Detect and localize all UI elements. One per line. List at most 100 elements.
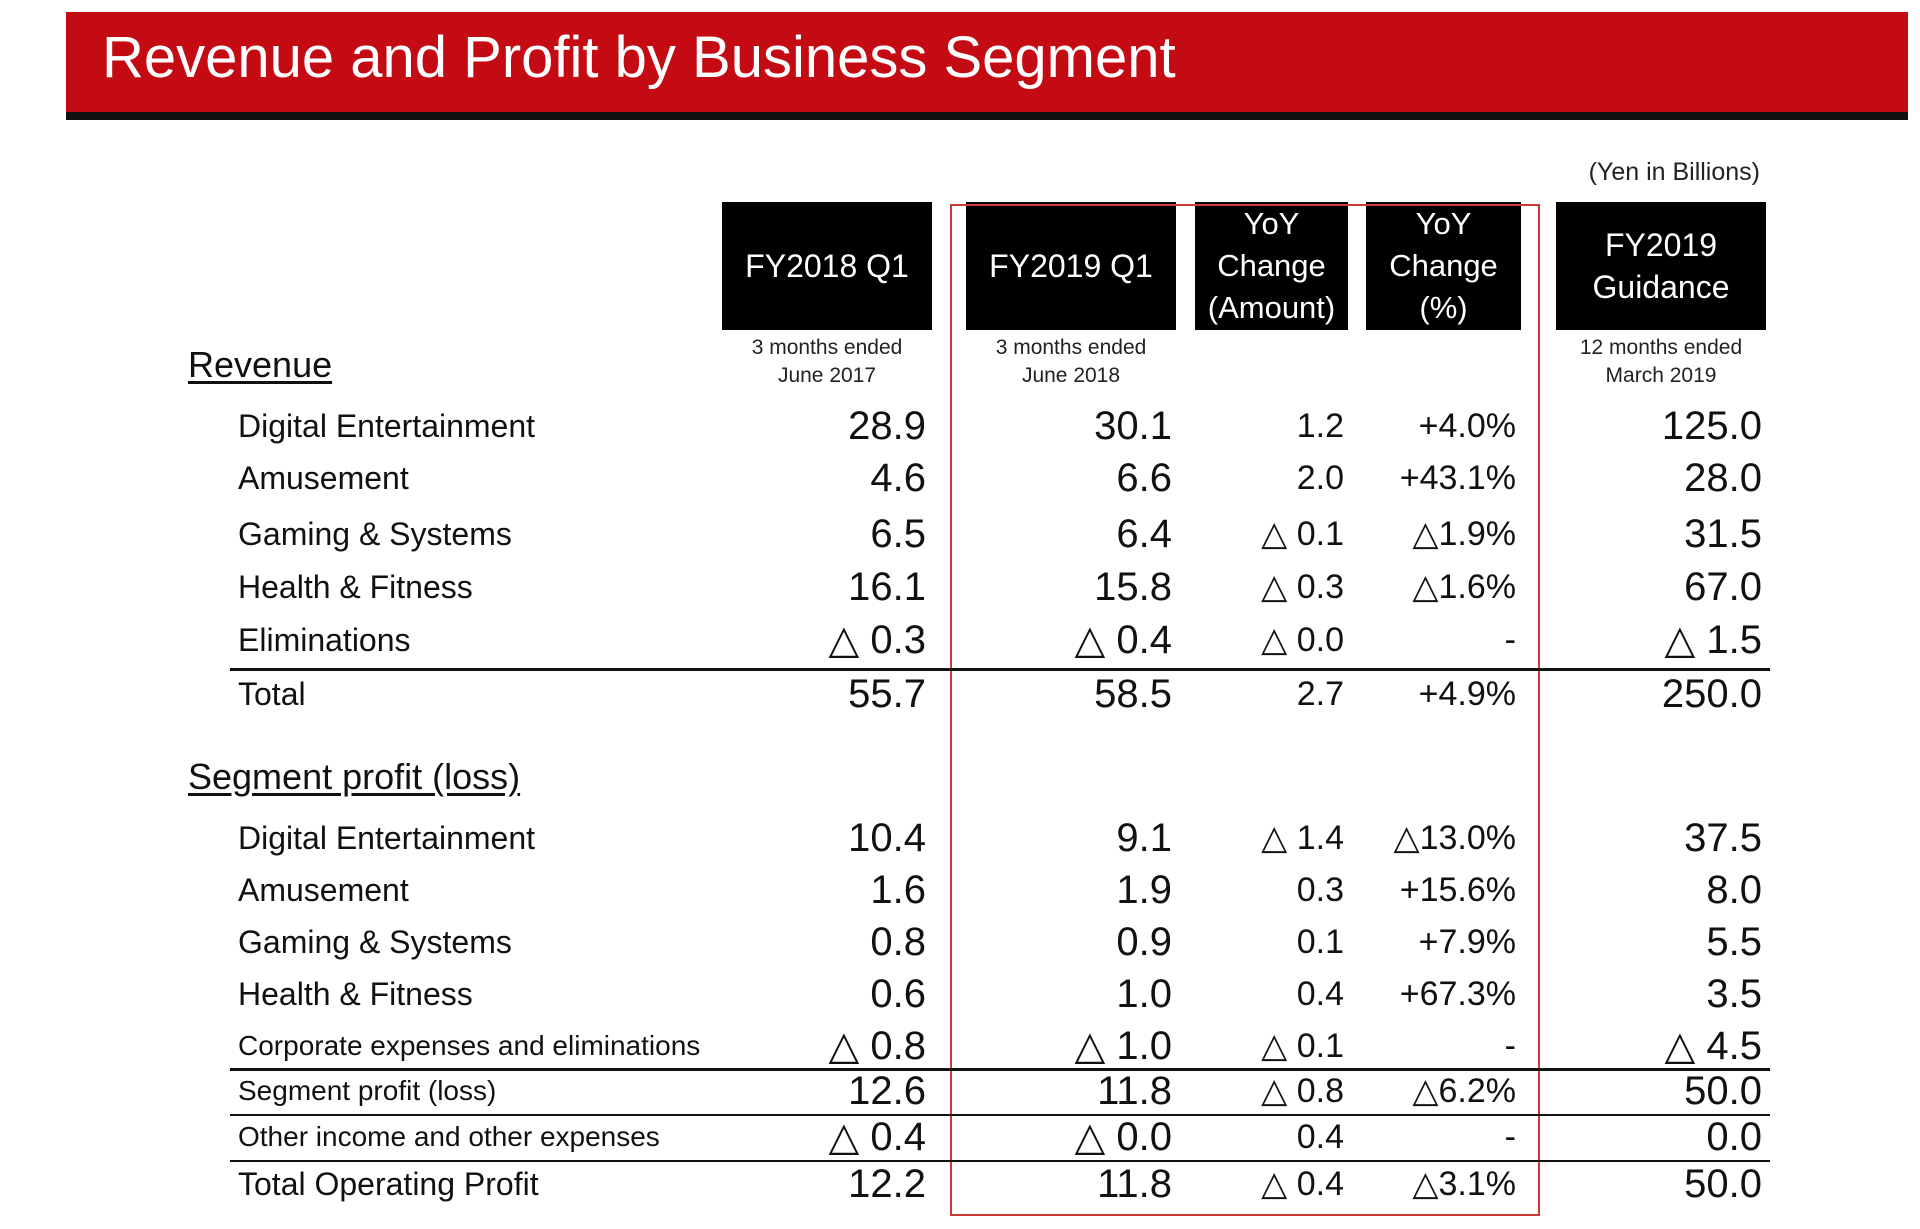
table-row: Health & Fitness 0.6 1.0 0.4 +67.3% 3.5 bbox=[0, 968, 1920, 1020]
table-row: Eliminations △ 0.3 △ 0.4 △ 0.0 - △ 1.5 bbox=[0, 614, 1920, 666]
cell-yoy-amount: 0.1 bbox=[1296, 923, 1344, 961]
column-sub-fy2019-q1: 3 months ended June 2018 bbox=[995, 336, 1147, 387]
cell-guidance: 67.0 bbox=[1684, 565, 1762, 609]
cell-yoy-amount: △ 1.4 bbox=[1261, 819, 1344, 857]
table-rule bbox=[230, 1160, 1770, 1162]
cell-yoy-pct: +7.9% bbox=[1418, 923, 1516, 961]
cell-fy2019-q1: 9.1 bbox=[1116, 816, 1172, 860]
cell-fy2018-q1: 4.6 bbox=[870, 456, 926, 500]
cell-fy2019-q1: △ 0.4 bbox=[1074, 618, 1172, 662]
row-label: Gaming & Systems bbox=[238, 924, 512, 960]
cell-yoy-pct: +43.1% bbox=[1399, 459, 1516, 497]
cell-yoy-amount: 1.2 bbox=[1296, 407, 1344, 445]
title-banner: Revenue and Profit by Business Segment bbox=[66, 12, 1908, 120]
cell-guidance: 28.0 bbox=[1684, 456, 1762, 500]
row-label: Digital Entertainment bbox=[238, 408, 536, 444]
cell-fy2019-q1: 11.8 bbox=[1097, 1162, 1172, 1206]
cell-yoy-pct: - bbox=[1504, 621, 1516, 659]
section-heading-segment-profit: Segment profit (loss) bbox=[188, 756, 521, 797]
column-sub-fy2018-q1: 3 months ended June 2017 bbox=[751, 336, 903, 387]
cell-fy2018-q1: 6.5 bbox=[870, 512, 926, 556]
cell-fy2018-q1: △ 0.3 bbox=[828, 618, 926, 662]
cell-yoy-pct: △1.6% bbox=[1412, 568, 1516, 606]
table-row: Gaming & Systems 6.5 6.4 △ 0.1 △1.9% 31.… bbox=[0, 508, 1920, 560]
cell-fy2019-q1: 11.8 bbox=[1097, 1069, 1172, 1113]
cell-yoy-amount: △ 0.3 bbox=[1261, 568, 1344, 606]
cell-yoy-amount: 0.4 bbox=[1296, 1118, 1344, 1156]
cell-yoy-amount: 2.0 bbox=[1296, 459, 1344, 497]
cell-fy2019-q1: 1.9 bbox=[1116, 868, 1172, 912]
cell-yoy-amount: 0.3 bbox=[1296, 871, 1344, 909]
cell-yoy-pct: - bbox=[1504, 1118, 1516, 1156]
cell-guidance: 37.5 bbox=[1684, 816, 1762, 860]
table-row: Segment profit (loss) 12.6 11.8 △ 0.8 △6… bbox=[0, 1068, 1920, 1114]
column-header-yoy-amount: YoY Change (Amount) bbox=[1195, 202, 1348, 330]
row-label: Total bbox=[238, 676, 306, 712]
row-label: Gaming & Systems bbox=[238, 516, 512, 552]
cell-fy2018-q1: 12.2 bbox=[848, 1162, 926, 1206]
table-row: Corporate expenses and eliminations △ 0.… bbox=[0, 1020, 1920, 1072]
table-rule bbox=[230, 1068, 1770, 1071]
table-rule bbox=[230, 668, 1770, 671]
cell-yoy-pct: +4.0% bbox=[1418, 407, 1516, 445]
row-label: Health & Fitness bbox=[238, 569, 473, 605]
row-label: Health & Fitness bbox=[238, 976, 473, 1012]
cell-fy2018-q1: △ 0.4 bbox=[828, 1115, 926, 1159]
unit-note: (Yen in Billions) bbox=[1588, 158, 1760, 186]
cell-yoy-pct: +4.9% bbox=[1418, 675, 1516, 713]
row-label: Other income and other expenses bbox=[238, 1121, 660, 1152]
cell-guidance: △ 1.5 bbox=[1664, 618, 1762, 662]
cell-yoy-amount: 2.7 bbox=[1296, 675, 1344, 713]
cell-fy2019-q1: 58.5 bbox=[1094, 672, 1172, 716]
cell-yoy-pct: +67.3% bbox=[1399, 975, 1516, 1013]
cell-yoy-amount: 0.4 bbox=[1296, 975, 1344, 1013]
table-row: Health & Fitness 16.1 15.8 △ 0.3 △1.6% 6… bbox=[0, 561, 1920, 613]
cell-fy2018-q1: 12.6 bbox=[848, 1069, 926, 1113]
column-header-fy2019-guidance: FY2019 Guidance bbox=[1556, 202, 1766, 330]
cell-guidance: △ 4.5 bbox=[1664, 1024, 1762, 1068]
row-label: Digital Entertainment bbox=[238, 820, 536, 856]
cell-fy2019-q1: 30.1 bbox=[1094, 404, 1172, 448]
row-label: Segment profit (loss) bbox=[238, 1075, 497, 1106]
table-row: Other income and other expenses △ 0.4 △ … bbox=[0, 1114, 1920, 1160]
cell-guidance: 50.0 bbox=[1684, 1162, 1762, 1206]
cell-fy2019-q1: 15.8 bbox=[1094, 565, 1172, 609]
row-label: Corporate expenses and eliminations bbox=[238, 1030, 701, 1061]
cell-yoy-amount: △ 0.1 bbox=[1261, 1027, 1344, 1065]
cell-yoy-amount: △ 0.8 bbox=[1261, 1072, 1344, 1110]
cell-fy2019-q1: 0.9 bbox=[1116, 920, 1172, 964]
column-header-yoy-pct: YoY Change (%) bbox=[1366, 202, 1521, 330]
row-label: Total Operating Profit bbox=[238, 1166, 539, 1202]
cell-guidance: 31.5 bbox=[1684, 512, 1762, 556]
row-label: Eliminations bbox=[238, 622, 411, 658]
cell-fy2019-q1: 6.6 bbox=[1116, 456, 1172, 500]
table-row: Gaming & Systems 0.8 0.9 0.1 +7.9% 5.5 bbox=[0, 916, 1920, 968]
cell-guidance: 50.0 bbox=[1684, 1069, 1762, 1113]
table-rule bbox=[230, 1114, 1770, 1116]
cell-yoy-pct: - bbox=[1504, 1027, 1516, 1065]
table-row: Amusement 1.6 1.9 0.3 +15.6% 8.0 bbox=[0, 864, 1920, 916]
cell-guidance: 0.0 bbox=[1706, 1115, 1762, 1159]
column-header-fy2019-q1: FY2019 Q1 bbox=[966, 202, 1176, 330]
cell-guidance: 5.5 bbox=[1706, 920, 1762, 964]
cell-yoy-pct: △13.0% bbox=[1393, 819, 1516, 857]
page-title: Revenue and Profit by Business Segment bbox=[102, 25, 1176, 90]
cell-fy2018-q1: 10.4 bbox=[848, 816, 926, 860]
row-label: Amusement bbox=[238, 872, 409, 908]
cell-yoy-pct: △1.9% bbox=[1412, 515, 1516, 553]
cell-guidance: 125.0 bbox=[1661, 404, 1762, 448]
table-row: Total 55.7 58.5 2.7 +4.9% 250.0 bbox=[0, 668, 1920, 720]
cell-fy2019-q1: △ 0.0 bbox=[1074, 1115, 1172, 1159]
cell-fy2019-q1: 1.0 bbox=[1116, 972, 1172, 1016]
cell-fy2018-q1: △ 0.8 bbox=[828, 1024, 926, 1068]
cell-fy2018-q1: 16.1 bbox=[848, 565, 926, 609]
cell-yoy-amount: △ 0.0 bbox=[1261, 621, 1344, 659]
column-sub-fy2019-guidance: 12 months ended March 2019 bbox=[1579, 336, 1743, 387]
table-row: Amusement 4.6 6.6 2.0 +43.1% 28.0 bbox=[0, 452, 1920, 504]
column-header-fy2018-q1: FY2018 Q1 bbox=[722, 202, 932, 330]
cell-yoy-amount: △ 0.1 bbox=[1261, 515, 1344, 553]
table-row: Digital Entertainment 28.9 30.1 1.2 +4.0… bbox=[0, 400, 1920, 452]
section-heading-revenue: Revenue bbox=[188, 344, 333, 385]
cell-guidance: 8.0 bbox=[1706, 868, 1762, 912]
cell-guidance: 250.0 bbox=[1661, 672, 1762, 716]
